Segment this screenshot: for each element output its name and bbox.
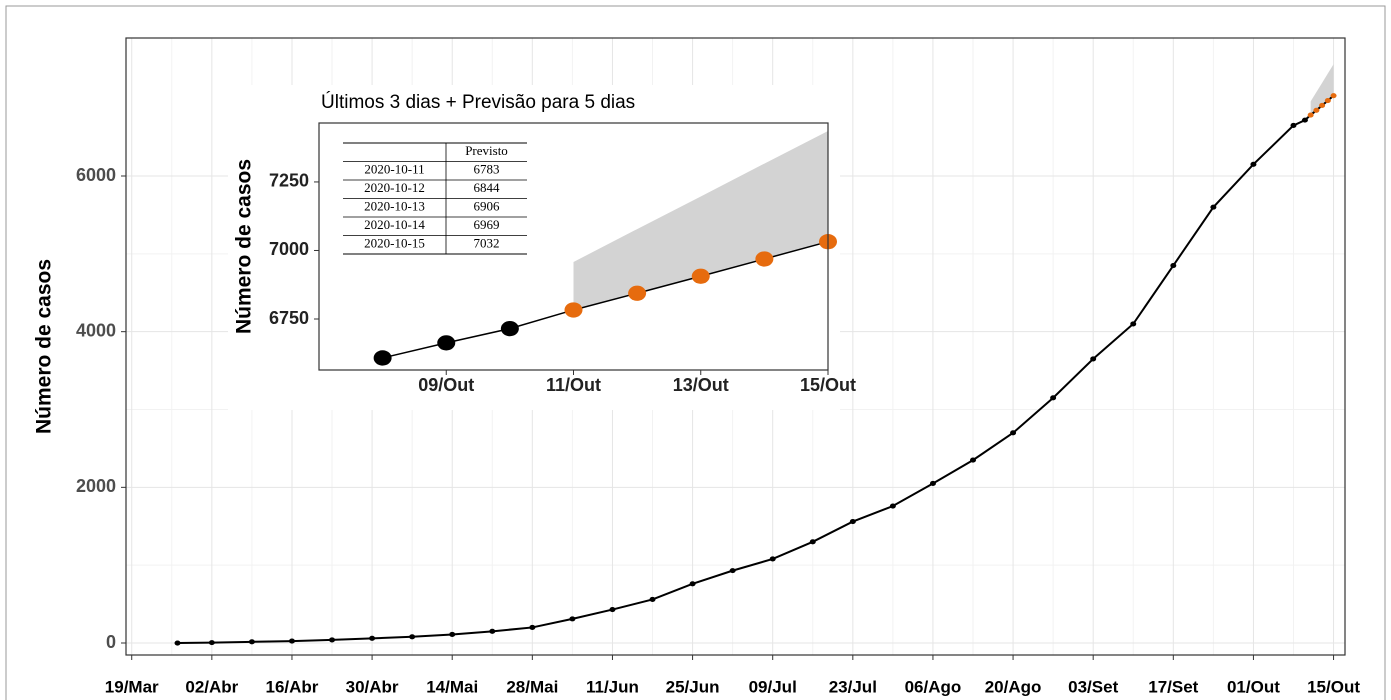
point [769, 556, 776, 562]
line [382, 240, 829, 359]
x-tick-label: 11/Out [546, 375, 601, 395]
point [564, 302, 583, 318]
point [529, 624, 536, 630]
point [849, 519, 856, 525]
chart-title: Últimos 3 dias + Previsão para 5 dias [321, 91, 635, 113]
table-value: 7032 [474, 236, 500, 251]
point [174, 640, 181, 646]
point [809, 539, 816, 545]
table-date: 2020-10-14 [364, 217, 425, 232]
table-date: 2020-10-12 [364, 180, 425, 195]
point [437, 335, 456, 351]
point [889, 503, 896, 509]
panel-border [125, 37, 1346, 656]
point [929, 480, 936, 487]
point [1050, 395, 1057, 401]
x-tick-label: 02/Abr [185, 677, 238, 696]
y-axis-title: Número de casos [33, 259, 56, 434]
point [500, 320, 519, 337]
table-date: 2020-10-15 [364, 236, 425, 251]
point [569, 616, 576, 622]
x-tick-label: 11/Jun [586, 677, 639, 696]
x-tick-label: 20/Ago [985, 677, 1042, 696]
point [1090, 356, 1097, 362]
x-tick-label: 15/Out [1307, 677, 1360, 696]
point [1010, 430, 1017, 436]
prediction-band [1310, 64, 1334, 116]
y-tick-label: 7250 [269, 171, 309, 191]
point [373, 350, 392, 366]
x-tick-label: 09/Out [418, 375, 474, 395]
x-tick-label: 19/Mar [105, 677, 159, 696]
table-value: 6783 [474, 162, 500, 177]
y-tick-label: 4000 [76, 320, 116, 340]
point [1301, 117, 1308, 123]
point [1250, 161, 1257, 167]
point [729, 568, 736, 574]
table-value: 6844 [474, 180, 501, 195]
x-tick-label: 25/Jun [666, 677, 720, 696]
x-tick-label: 06/Ago [905, 677, 962, 696]
point [609, 606, 616, 613]
point [1324, 98, 1331, 104]
x-tick-label: 15/Out [800, 375, 856, 395]
point [1130, 321, 1137, 327]
point [1290, 122, 1297, 128]
point [1307, 112, 1314, 118]
point [1313, 107, 1320, 113]
point [691, 268, 710, 284]
point [1210, 204, 1217, 210]
point [1330, 93, 1337, 99]
point [449, 631, 456, 638]
y-tick-label: 6000 [76, 165, 116, 185]
x-tick-label: 01/Out [1227, 677, 1280, 696]
panel-border [318, 122, 829, 371]
table-header: Previsto [465, 143, 508, 158]
y-tick-label: 0 [106, 632, 116, 652]
y-tick-label: 6750 [269, 308, 309, 328]
point [489, 628, 496, 634]
x-tick-label: 09/Jul [749, 677, 797, 696]
point [369, 635, 376, 641]
table-date: 2020-10-11 [364, 162, 424, 177]
y-tick-label: 7000 [269, 239, 309, 259]
point [208, 640, 215, 646]
point [248, 639, 255, 645]
point [689, 581, 696, 587]
x-tick-label: 23/Jul [829, 677, 877, 696]
x-tick-label: 13/Out [673, 375, 729, 395]
point [288, 638, 295, 644]
x-tick-label: 30/Abr [346, 677, 399, 696]
point [1170, 262, 1177, 269]
x-tick-label: 17/Set [1148, 677, 1198, 696]
table-date: 2020-10-13 [364, 199, 425, 214]
point [628, 285, 647, 301]
x-tick-label: 28/Mai [506, 677, 558, 696]
y-tick-label: 2000 [76, 476, 116, 496]
point [970, 457, 977, 463]
table-value: 6906 [474, 199, 501, 214]
frame [5, 5, 1386, 700]
y-axis-title: Número de casos [233, 159, 256, 334]
x-tick-label: 03/Set [1068, 677, 1118, 696]
point [329, 637, 336, 643]
prediction-band [573, 130, 828, 310]
x-tick-label: 14/Mai [426, 677, 478, 696]
point [755, 251, 774, 267]
point [1319, 102, 1326, 109]
table-value: 6969 [474, 217, 500, 232]
point [649, 596, 656, 602]
x-tick-label: 16/Abr [266, 677, 319, 696]
point [409, 634, 416, 640]
